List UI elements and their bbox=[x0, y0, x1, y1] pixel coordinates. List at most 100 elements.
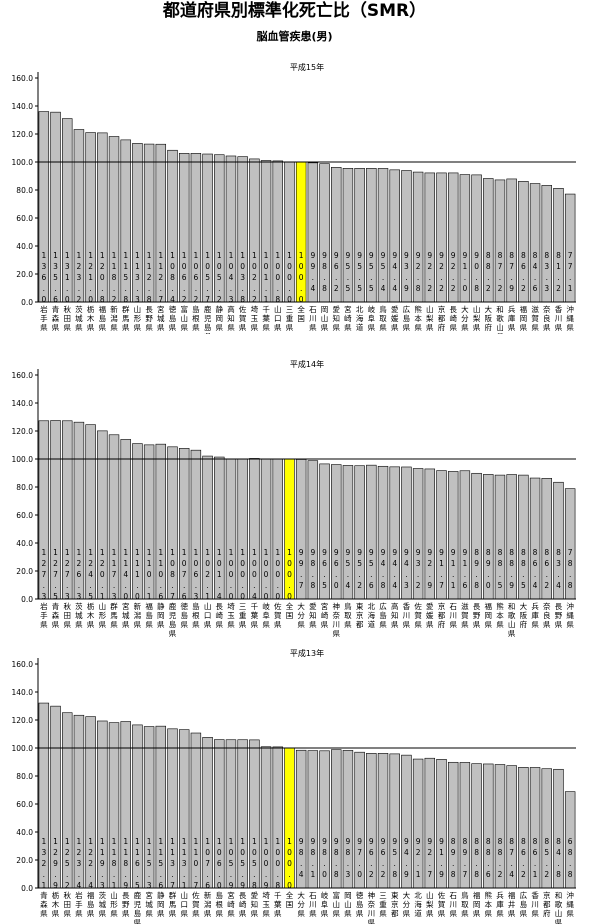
svg-text:98.8: 98.8 bbox=[334, 837, 339, 879]
svg-text:84.8: 84.8 bbox=[556, 837, 561, 879]
y-tick-label: 20.0 bbox=[16, 856, 33, 865]
x-tick-label: 大分県 bbox=[461, 304, 469, 332]
svg-text:97.0: 97.0 bbox=[357, 837, 362, 879]
y-tick-label: 0.0 bbox=[21, 595, 33, 604]
x-tick-label: 富山県 bbox=[332, 890, 340, 918]
x-tick-label: 石川県 bbox=[449, 891, 457, 918]
x-tick-label: 佐賀県 bbox=[239, 304, 247, 332]
svg-text:福島県: 福島県 bbox=[99, 305, 107, 332]
y-tick-label: 140.0 bbox=[12, 688, 34, 697]
x-tick-label: 新潟県 bbox=[134, 601, 142, 629]
x-tick-label: 和歌山県 bbox=[496, 305, 504, 334]
x-tick-label: 宮崎県 bbox=[321, 601, 329, 629]
x-tick-label: 神奈川県 bbox=[368, 890, 376, 924]
x-tick-label: 秋田県 bbox=[63, 304, 71, 332]
x-tick-label: 鳥取県 bbox=[461, 890, 469, 918]
svg-text:105.9: 105.9 bbox=[229, 837, 234, 890]
svg-text:北海道: 北海道 bbox=[356, 305, 364, 332]
x-tick-label: 千葉県 bbox=[274, 890, 282, 918]
x-tick-label: 山口県 bbox=[274, 304, 282, 332]
svg-text:香川県: 香川県 bbox=[531, 890, 539, 918]
svg-text:熊本県: 熊本県 bbox=[496, 601, 504, 629]
svg-text:千葉県: 千葉県 bbox=[251, 601, 259, 629]
svg-text:89.8: 89.8 bbox=[451, 837, 456, 879]
svg-text:110.6: 110.6 bbox=[158, 548, 163, 601]
bar bbox=[377, 465, 389, 600]
x-tick-label: 広島県 bbox=[403, 304, 411, 332]
bar bbox=[424, 468, 436, 600]
svg-text:132.1: 132.1 bbox=[41, 837, 46, 890]
svg-text:105.2: 105.2 bbox=[217, 251, 222, 304]
x-tick-label: 山形県 bbox=[134, 304, 142, 332]
x-tick-label: 沖縄県 bbox=[566, 601, 574, 629]
x-tick-label: 埼玉県 bbox=[251, 304, 259, 332]
svg-text:島根県: 島根県 bbox=[216, 890, 224, 918]
svg-text:78.8: 78.8 bbox=[568, 548, 573, 590]
svg-text:福井県: 福井県 bbox=[508, 891, 516, 918]
svg-text:愛媛県: 愛媛県 bbox=[426, 601, 434, 629]
x-tick-label: 富山県 bbox=[180, 304, 188, 332]
x-tick-label: 群馬県 bbox=[169, 890, 177, 918]
chart-h13: 平成13年 0.0 20.0 40.0 60.0 80.0 100.0 120.0 140.0 1… bbox=[12, 648, 576, 924]
x-tick-label: 愛知県 bbox=[309, 601, 317, 629]
svg-text:120.8: 120.8 bbox=[100, 251, 105, 304]
svg-text:新潟県: 新潟県 bbox=[204, 890, 212, 918]
x-tick-label: 北海道 bbox=[368, 602, 376, 629]
svg-text:123.4: 123.4 bbox=[77, 837, 82, 890]
svg-text:岩手県: 岩手県 bbox=[40, 304, 48, 332]
svg-text:86.2: 86.2 bbox=[521, 251, 526, 293]
svg-text:89.7: 89.7 bbox=[463, 837, 468, 879]
y-tick-label: 60.0 bbox=[16, 800, 33, 809]
y-tick-label: 60.0 bbox=[16, 214, 33, 223]
x-tick-label: 佐賀県 bbox=[274, 601, 282, 629]
svg-text:栃木県: 栃木県 bbox=[52, 890, 60, 918]
svg-text:87.4: 87.4 bbox=[509, 837, 514, 879]
x-tick-label: 静岡県 bbox=[216, 304, 224, 332]
x-tick-label: 徳島県 bbox=[180, 601, 188, 629]
svg-text:三重県: 三重県 bbox=[239, 602, 247, 629]
svg-text:100.0: 100.0 bbox=[287, 837, 292, 890]
x-tick-label: 大分県 bbox=[297, 601, 305, 629]
svg-text:107.6: 107.6 bbox=[182, 548, 187, 601]
svg-text:86.1: 86.1 bbox=[533, 837, 538, 879]
svg-text:118.2: 118.2 bbox=[112, 251, 117, 304]
svg-text:山梨県: 山梨県 bbox=[473, 304, 481, 332]
x-tick-label: 群馬県 bbox=[122, 304, 130, 332]
x-tick-label: 岡山県 bbox=[321, 305, 329, 332]
y-tick-label: 80.0 bbox=[16, 772, 33, 781]
svg-text:佐賀県: 佐賀県 bbox=[239, 304, 247, 332]
svg-text:89.8: 89.8 bbox=[474, 548, 479, 590]
svg-text:茨城県: 茨城県 bbox=[75, 304, 83, 332]
x-tick-label: 岩手県 bbox=[75, 890, 83, 918]
x-tick-label: 大分県 bbox=[403, 890, 411, 918]
x-tick-label: 愛知県 bbox=[251, 890, 259, 918]
svg-text:長野県: 長野県 bbox=[145, 305, 153, 332]
svg-text:116.5: 116.5 bbox=[135, 837, 140, 890]
svg-text:88.2: 88.2 bbox=[486, 251, 491, 293]
svg-text:京都府: 京都府 bbox=[438, 304, 446, 332]
svg-text:広島県: 広島県 bbox=[379, 601, 387, 629]
x-tick-label: 福島県 bbox=[87, 891, 95, 918]
